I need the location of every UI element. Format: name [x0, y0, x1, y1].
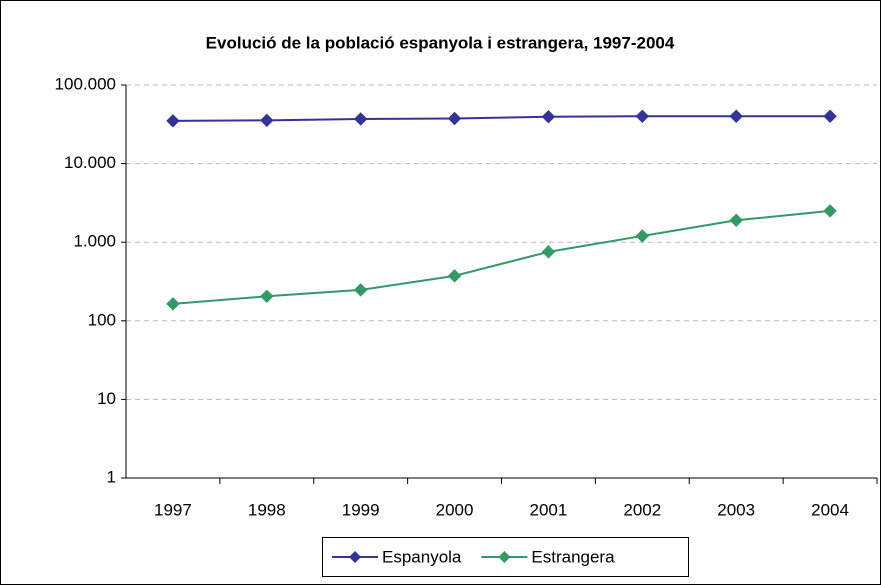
marker	[541, 109, 556, 124]
marker	[447, 111, 462, 126]
marker	[729, 213, 743, 227]
marker	[353, 112, 368, 126]
marker	[729, 109, 743, 123]
marker	[447, 269, 462, 283]
y-tick-label: 1.000	[73, 232, 116, 251]
marker	[823, 109, 837, 123]
marker	[260, 289, 274, 304]
chart-title: Evolució de la població espanyola i estr…	[206, 33, 675, 52]
marker	[541, 245, 556, 259]
x-tick-label: 2003	[717, 500, 755, 519]
legend-label: Estrangera	[531, 547, 615, 566]
x-tick-label: 2001	[530, 500, 568, 519]
y-tick-label: 10.000	[64, 153, 116, 172]
legend-marker	[349, 551, 361, 563]
marker	[166, 114, 180, 128]
y-tick-label: 100	[88, 310, 116, 329]
x-tick-label: 2000	[436, 500, 474, 519]
line	[172, 209, 831, 305]
legend-marker	[498, 551, 511, 563]
x-tick-label: 2004	[811, 500, 849, 519]
y-tick-label: 100.000	[55, 74, 116, 93]
marker	[166, 297, 180, 311]
x-tick-label: 1997	[154, 500, 192, 519]
legend: Espanyola Estrangera	[322, 537, 689, 577]
x-tick-label: 1998	[248, 500, 286, 519]
marker	[635, 109, 650, 123]
marker	[635, 229, 650, 243]
line	[172, 115, 831, 122]
marker	[823, 204, 837, 218]
x-tick-label: 2002	[623, 500, 661, 519]
x-tick-label: 1999	[342, 500, 380, 519]
y-tick-label: 10	[97, 389, 116, 408]
marker	[260, 113, 274, 128]
y-tick-label: 1	[107, 467, 116, 486]
legend-label: Espanyola	[382, 547, 462, 566]
marker	[353, 283, 368, 297]
